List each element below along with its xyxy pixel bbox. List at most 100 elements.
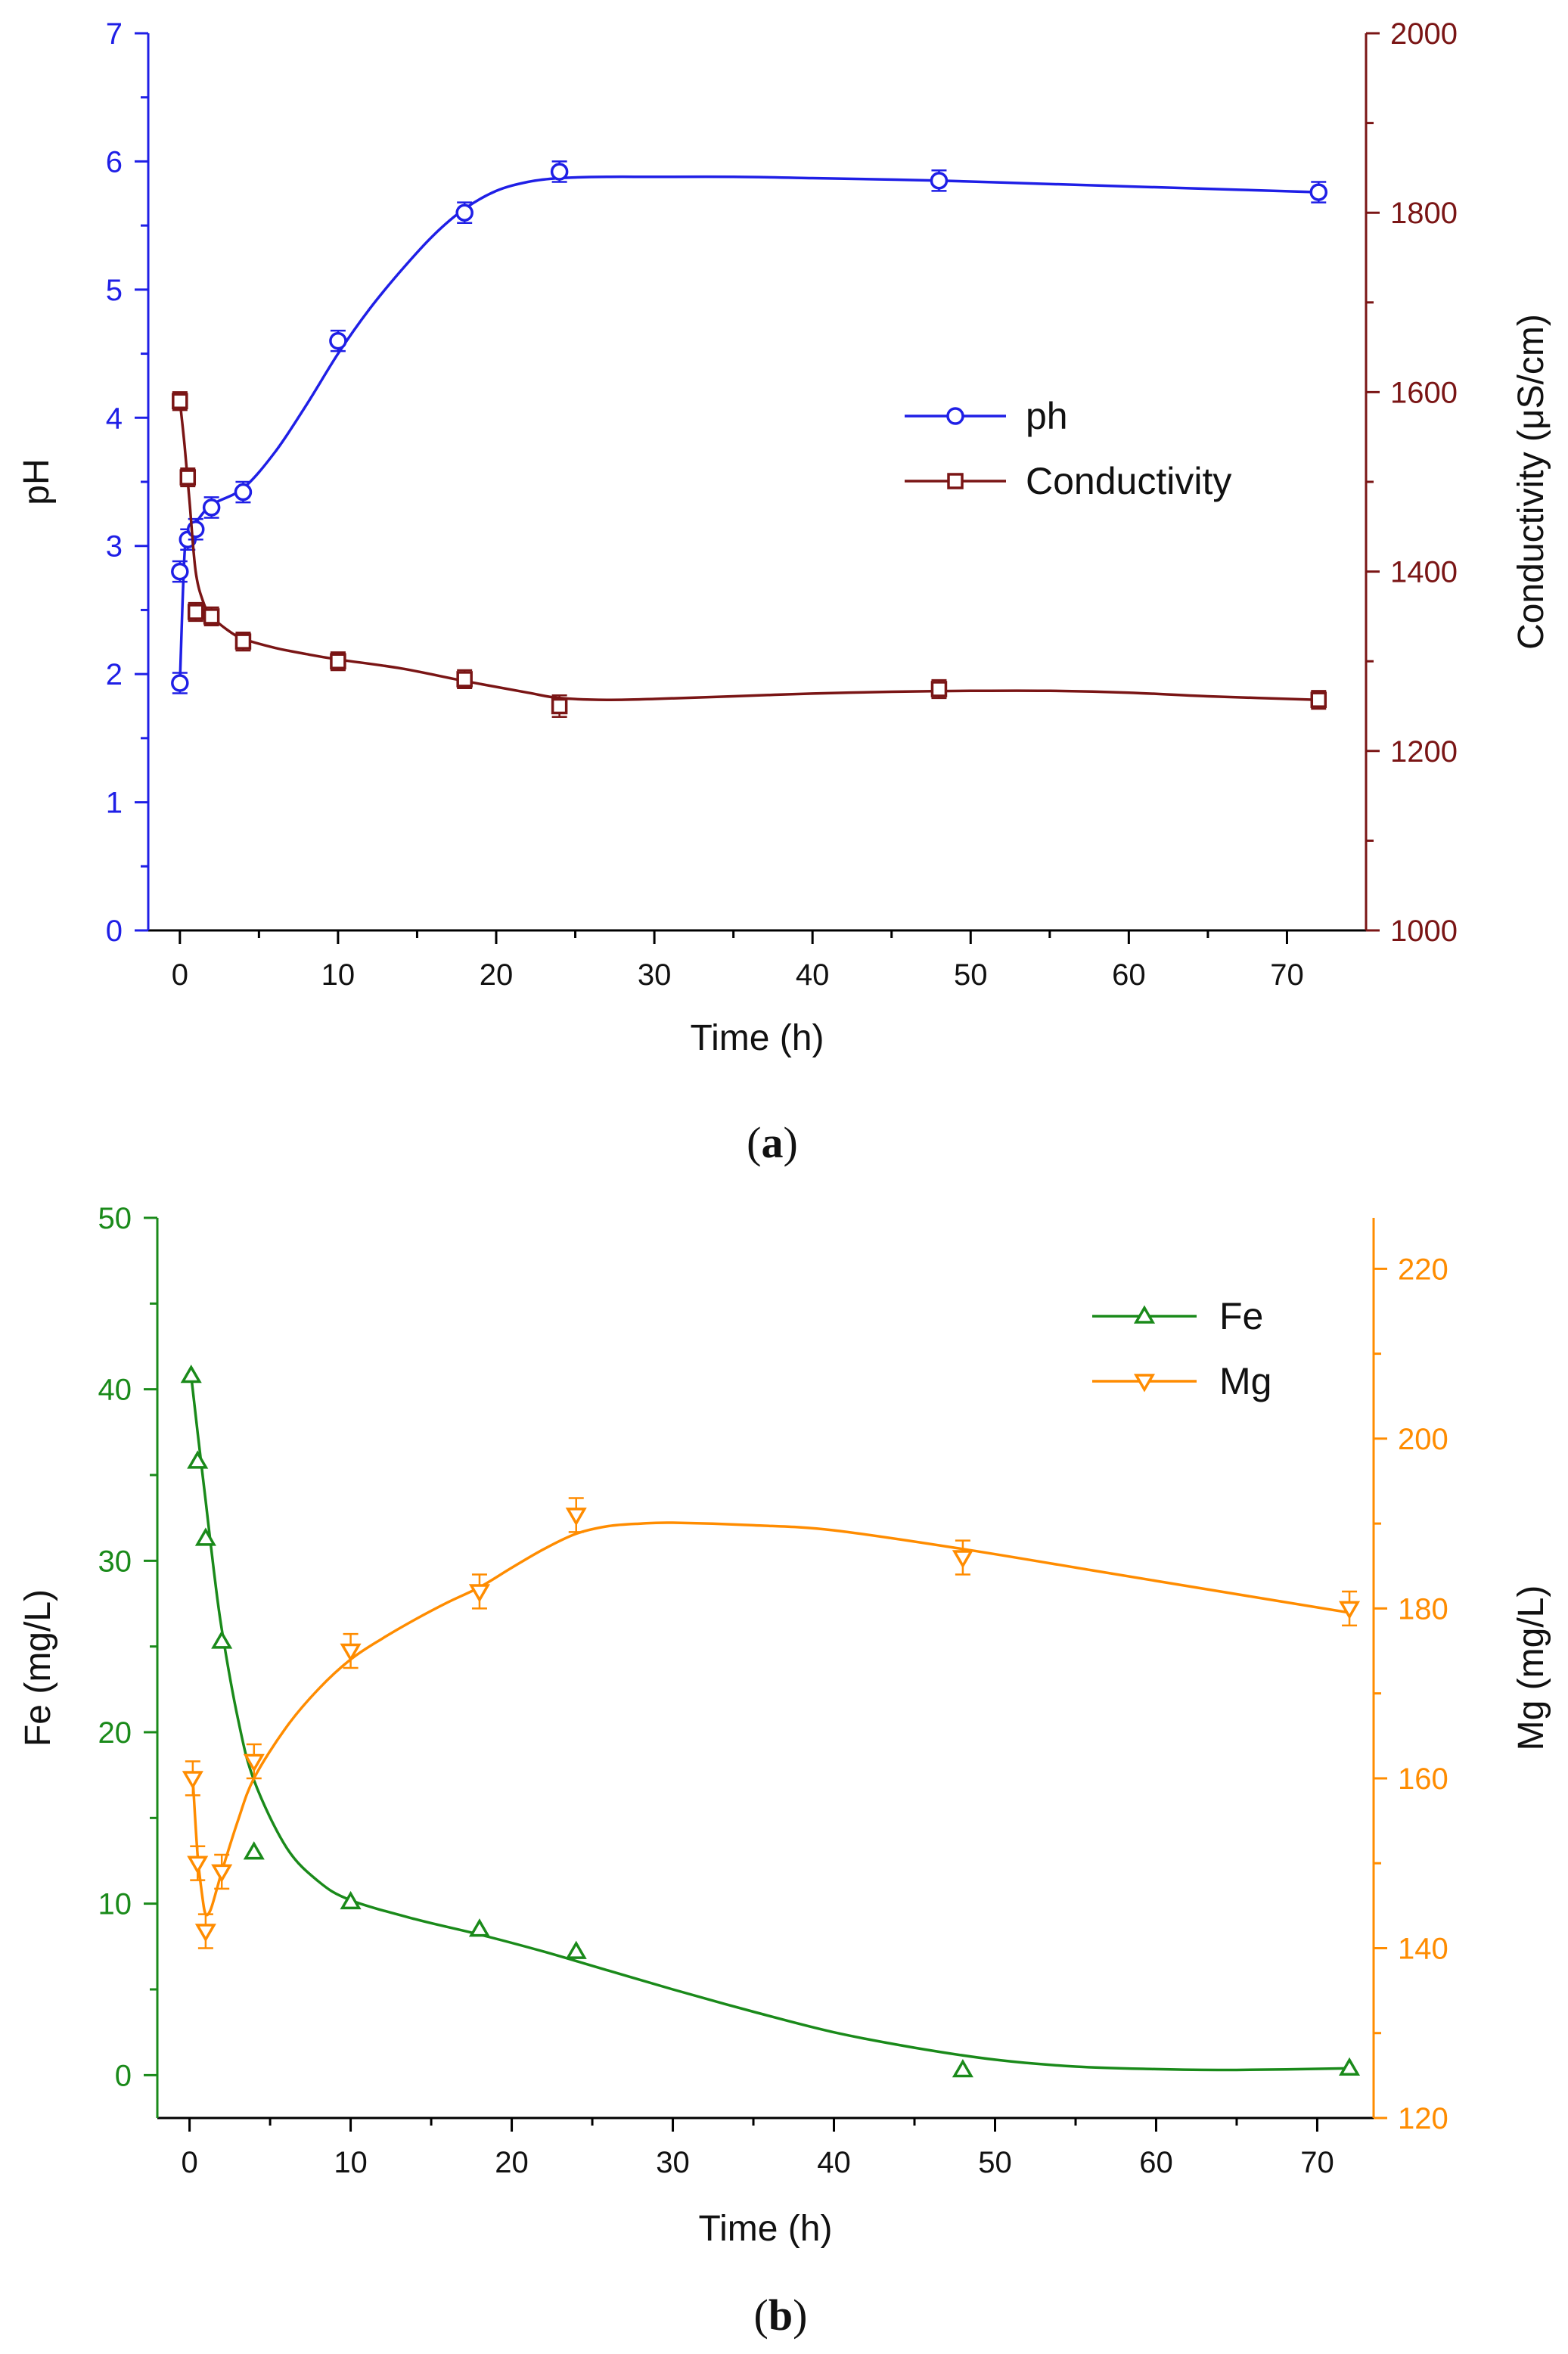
legend-label: Conductivity [1026,460,1231,502]
left-tick-label: 10 [98,1888,132,1921]
panel-label-close: ) [784,1118,798,1167]
right-axis-title: Mg (mg/L) [1511,1585,1551,1751]
data-point [211,1864,233,1883]
data-point [930,172,949,190]
legend-label: ph [1026,395,1068,437]
data-point [202,498,221,517]
fit-curve [179,175,1319,684]
data-point [1310,691,1327,708]
x-tick-label: 70 [1300,2146,1334,2179]
right-axis-title: Conductivity (μS/cm) [1511,314,1551,650]
x-tick-label: 70 [1270,958,1304,992]
fit-curve [191,1521,1350,1917]
data-point [952,1550,973,1569]
x-tick-label: 10 [321,958,356,992]
left-tick-label: 1 [106,787,123,820]
x-tick-label: 60 [1139,2146,1173,2179]
data-point [187,604,204,620]
right-tick-label: 120 [1398,2102,1448,2135]
data-point [330,653,346,669]
left-tick-label: 30 [98,1545,132,1578]
panel-label-open: ( [747,1118,761,1167]
data-point [468,1918,490,1937]
right-tick-label: 140 [1398,1932,1448,1965]
panel-label-letter: b [768,2290,793,2340]
left-tick-label: 6 [106,145,123,179]
panel-label: (a) [747,1118,798,1167]
panel-label: (b) [754,2290,808,2340]
left-tick-label: 2 [106,658,123,691]
right-tick-label: 1200 [1390,735,1458,769]
fit-curve [189,1375,1350,2072]
x-axis-title: Time (h) [691,1018,824,1058]
right-tick-label: 2000 [1390,17,1458,51]
right-tick-label: 1800 [1390,197,1458,230]
data-point [211,1630,233,1649]
data-point [180,1365,202,1384]
x-tick-label: 20 [480,958,514,992]
x-tick-label: 0 [172,958,188,992]
data-point [187,1856,209,1874]
data-point [179,469,197,486]
data-point [187,1450,209,1469]
series-ph [171,160,1328,694]
right-tick-label: 200 [1398,1423,1448,1456]
legend-label: Fe [1219,1295,1263,1337]
legend-marker [1133,1305,1156,1324]
right-tick-label: 1400 [1390,556,1458,589]
left-tick-label: 0 [106,915,123,948]
series-fe [180,1365,1361,2078]
data-point [456,671,473,688]
legend-marker [1133,1374,1156,1393]
data-point [203,608,220,625]
panel-label-close: ) [793,2290,807,2340]
data-point [182,1771,203,1790]
data-point [172,393,188,410]
left-tick-label: 20 [98,1716,132,1750]
legend-label: Mg [1219,1360,1271,1402]
data-point [565,1940,587,1959]
left-tick-label: 50 [98,1202,132,1235]
x-tick-label: 30 [656,2146,690,2179]
x-tick-label: 30 [638,958,672,992]
data-point [930,681,948,697]
series-mg [182,1497,1361,1949]
left-tick-label: 4 [106,402,123,435]
chart-panel-a: 0 10 20 30 40 50 60 70 0 1 2 3 4 5 6 7 1000 1200 1400 1600 1… [17,17,1551,1167]
left-axis-title: pH [17,458,57,505]
right-tick-label: 180 [1398,1592,1448,1626]
data-point [1339,1601,1361,1620]
data-point [171,562,189,581]
data-point [551,697,568,715]
right-tick-label: 160 [1398,1762,1448,1796]
left-tick-label: 3 [106,530,123,564]
panel-label-open: ( [754,2290,768,2340]
left-tick-label: 40 [98,1374,132,1407]
left-tick-label: 0 [115,2059,132,2092]
data-point [243,1841,265,1860]
data-point [194,1527,216,1546]
x-tick-label: 50 [954,958,988,992]
data-point [243,1753,265,1772]
data-point [171,674,189,692]
data-point [1309,183,1328,201]
right-tick-label: 1600 [1390,376,1458,409]
data-point [340,1643,362,1663]
left-tick-label: 7 [106,17,123,51]
x-axis-title: Time (h) [699,2209,833,2249]
series-conductivity [172,391,1327,718]
data-point [234,633,252,650]
data-point [565,1508,587,1526]
x-tick-label: 40 [796,958,830,992]
chart-panel-b: 0 10 20 30 40 50 60 70 0 10 20 30 40 50 120 140 160 180 20… [18,1202,1551,2340]
x-tick-label: 40 [817,2146,851,2179]
right-tick-label: 1000 [1390,915,1458,948]
right-tick-label: 220 [1398,1253,1448,1286]
legend-marker [947,473,964,489]
legend-marker [946,407,964,425]
x-tick-label: 20 [495,2146,529,2179]
data-point [194,1924,216,1943]
data-point [329,331,347,350]
data-point [468,1584,490,1603]
data-point [550,163,569,181]
